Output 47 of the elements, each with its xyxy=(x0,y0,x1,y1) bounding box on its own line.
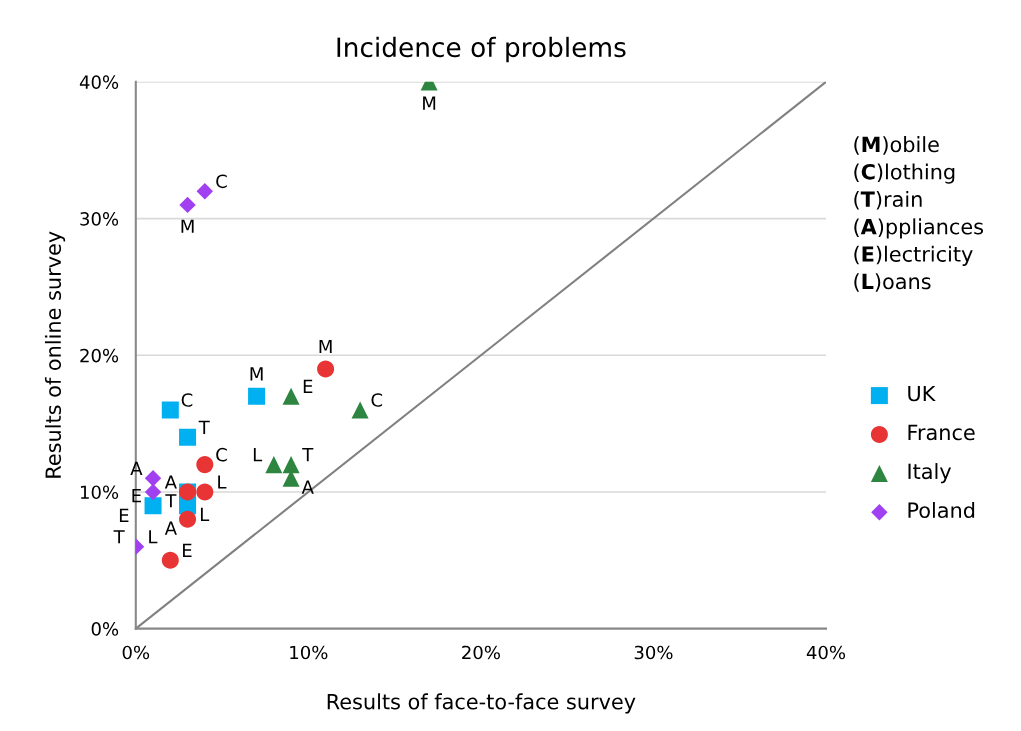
data-label: C xyxy=(216,174,227,189)
data-label: E xyxy=(119,508,129,522)
data-label: A xyxy=(164,521,177,535)
data-label: L xyxy=(149,530,158,544)
x-tick-label: 10% xyxy=(290,645,328,660)
data-label: T xyxy=(198,420,210,434)
text: (E)lectricity xyxy=(854,245,973,266)
x-tick-label: 40% xyxy=(806,645,846,660)
data-label: E xyxy=(183,543,192,557)
legend-label: Poland xyxy=(908,501,975,519)
data-label: C xyxy=(181,393,193,407)
x-tick-label: 30% xyxy=(634,645,673,660)
y-axis-title: Results of online survey xyxy=(44,231,66,478)
y-tick-label: 40% xyxy=(79,75,119,89)
data-label: M xyxy=(319,339,332,354)
text: (L)oans xyxy=(854,273,931,292)
legend-label: Italy xyxy=(908,463,952,484)
x-tick-label: 20% xyxy=(462,645,500,660)
text: (C)lothing xyxy=(854,163,955,184)
data-label: T xyxy=(302,448,314,462)
data-label: L xyxy=(218,475,227,489)
y-tick-label: 30% xyxy=(80,212,119,226)
text: (A)ppliances xyxy=(854,218,984,239)
data-label: M xyxy=(181,219,194,233)
data-label: A xyxy=(130,461,143,475)
data-label: C xyxy=(216,447,227,462)
data-label: T xyxy=(113,530,125,544)
data-label: M xyxy=(423,96,436,110)
x-axis-title: Results of face-to-face survey xyxy=(327,693,636,714)
data-label: A xyxy=(301,480,314,494)
data-label: T xyxy=(165,494,177,508)
y-tick-label: 0% xyxy=(91,622,119,636)
y-tick-label: 10% xyxy=(80,485,119,500)
text: (T)rain xyxy=(854,190,922,210)
data-label: E xyxy=(132,489,141,503)
data-label: L xyxy=(200,507,210,522)
x-tick-label: 0% xyxy=(122,645,150,660)
data-label: C xyxy=(371,393,383,407)
legend-label: UK xyxy=(908,385,936,402)
data-label: M xyxy=(250,367,263,381)
data-label: E xyxy=(303,379,313,393)
data-label: A xyxy=(164,475,177,489)
data-label: L xyxy=(253,448,263,462)
legend-label: France xyxy=(908,424,975,441)
y-tick-label: 20% xyxy=(80,348,119,363)
text: (M)obile xyxy=(854,136,939,155)
chart-title: Incidence of problems xyxy=(337,36,626,63)
